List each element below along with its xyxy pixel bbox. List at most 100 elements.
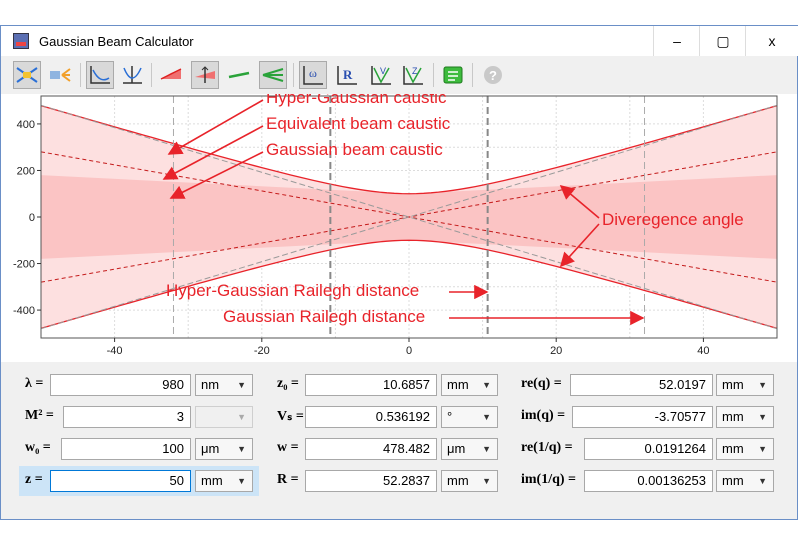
y-tick-label: 0 bbox=[29, 212, 35, 224]
z0-unit: mm bbox=[447, 377, 469, 392]
y-tick-label: -400 bbox=[13, 305, 35, 317]
m2-unit-select: ▼ bbox=[195, 406, 253, 428]
w0-label: w₀ = bbox=[25, 440, 51, 455]
z-unit-select[interactable]: mm ▼ bbox=[195, 470, 253, 492]
w-output[interactable]: 478.482 bbox=[305, 438, 437, 460]
divergence-arrow-down bbox=[559, 223, 600, 268]
axes-parabola-button[interactable] bbox=[118, 61, 146, 89]
lambda-unit-select[interactable]: nm ▼ bbox=[195, 374, 253, 396]
green-panel-icon bbox=[443, 66, 463, 84]
x-tick-label: -40 bbox=[107, 345, 123, 357]
gauss-caustic-label: Gaussian beam caustic bbox=[266, 140, 443, 159]
v-plot-button[interactable]: V bbox=[367, 61, 395, 89]
close-icon: x bbox=[768, 33, 776, 49]
red-beam-axis-button[interactable] bbox=[191, 61, 219, 89]
z-plot-button[interactable]: Z bbox=[399, 61, 427, 89]
r-plot-button[interactable]: R bbox=[333, 61, 361, 89]
minimize-icon: – bbox=[673, 33, 681, 49]
x-tick-label: 20 bbox=[550, 345, 562, 357]
red-beam-axis-icon bbox=[195, 66, 215, 83]
beam-icon bbox=[16, 67, 38, 83]
chevron-down-icon: ▼ bbox=[237, 380, 246, 390]
axes-caustic-button[interactable] bbox=[86, 61, 114, 89]
divergence-label: Diveregence angle bbox=[602, 210, 744, 229]
y-tick-label: -200 bbox=[13, 259, 35, 271]
chevron-down-icon: ▼ bbox=[758, 380, 767, 390]
reinvq-label: re(1/q) = bbox=[521, 440, 573, 455]
imq-unit-select[interactable]: mm ▼ bbox=[716, 406, 774, 428]
r-output[interactable]: 52.2837 bbox=[305, 470, 437, 492]
plot-area[interactable]: -40 -20 0 20 40 400 200 0 -200 -400 Hyper-Gaussia… bbox=[1, 88, 797, 362]
req-output[interactable]: 52.0197 bbox=[570, 374, 713, 396]
omega-plot-button[interactable]: ω bbox=[299, 61, 327, 89]
m2-input[interactable]: 3 bbox=[63, 406, 191, 428]
chevron-down-icon: ▼ bbox=[758, 476, 767, 486]
close-button[interactable]: x bbox=[745, 26, 798, 56]
green-beam-button[interactable] bbox=[259, 61, 287, 89]
z-input[interactable]: 50 bbox=[50, 470, 191, 492]
vs-unit-select[interactable]: ° ▼ bbox=[441, 406, 498, 428]
plot-annotations: Hyper-Gaussian caustic Equivalent beam c… bbox=[166, 88, 744, 326]
iminvq-output[interactable]: 0.00136253 bbox=[584, 470, 713, 492]
beam-lines bbox=[40, 104, 778, 330]
axes-caustic-icon bbox=[90, 66, 110, 84]
z0-label: z₀ = bbox=[277, 376, 299, 391]
v-plot-icon: V bbox=[371, 66, 391, 85]
w-unit-select[interactable]: μm ▼ bbox=[441, 438, 498, 460]
minimize-button[interactable]: – bbox=[653, 26, 700, 56]
req-unit-select[interactable]: mm ▼ bbox=[716, 374, 774, 396]
x-tick-label: -20 bbox=[254, 345, 270, 357]
z0-unit-select[interactable]: mm ▼ bbox=[441, 374, 498, 396]
red-beam-icon bbox=[160, 68, 182, 80]
lambda-label: λ = bbox=[25, 376, 44, 391]
help-button[interactable]: ? bbox=[479, 61, 507, 89]
equiv-caustic-label: Equivalent beam caustic bbox=[266, 114, 451, 133]
chevron-down-icon: ▼ bbox=[482, 380, 491, 390]
chevron-down-icon: ▼ bbox=[237, 444, 246, 454]
vs-output[interactable]: 0.536192 bbox=[305, 406, 437, 428]
r-plot-icon: R bbox=[337, 66, 357, 85]
svg-text:?: ? bbox=[489, 68, 497, 83]
vs-label: Vₛ = bbox=[277, 409, 304, 424]
green-line-button[interactable] bbox=[225, 61, 253, 89]
chevron-down-icon: ▼ bbox=[482, 444, 491, 454]
toolbar: ω R V Z ? bbox=[1, 56, 797, 94]
z-unit: mm bbox=[201, 473, 223, 488]
green-panel-button[interactable] bbox=[439, 61, 467, 89]
divergence-arrow-up bbox=[559, 184, 600, 219]
imq-output[interactable]: -3.70577 bbox=[572, 406, 713, 428]
beam-view-button[interactable] bbox=[13, 61, 41, 89]
chevron-down-icon: ▼ bbox=[482, 412, 491, 422]
maximize-button[interactable]: ▢ bbox=[699, 26, 746, 56]
lambda-input[interactable]: 980 bbox=[50, 374, 191, 396]
gauss-rayleigh-label: Gaussian Railegh distance bbox=[223, 307, 425, 326]
hyper-caustic-lower bbox=[40, 239, 778, 329]
maximize-icon: ▢ bbox=[716, 32, 730, 49]
light-icon bbox=[50, 68, 71, 82]
iminvq-unit-select[interactable]: mm ▼ bbox=[716, 470, 774, 492]
red-beam-button[interactable] bbox=[157, 61, 185, 89]
r-unit-select[interactable]: mm ▼ bbox=[441, 470, 498, 492]
chevron-down-icon: ▼ bbox=[758, 444, 767, 454]
light-button[interactable] bbox=[46, 61, 74, 89]
chevron-down-icon: ▼ bbox=[758, 412, 767, 422]
r-unit: mm bbox=[447, 473, 469, 488]
y-tick-label: 200 bbox=[17, 165, 35, 177]
hyper-rayleigh-label: Hyper-Gaussian Railegh distance bbox=[166, 281, 419, 300]
w-label: w = bbox=[277, 440, 299, 455]
reinvq-output[interactable]: 0.0191264 bbox=[584, 438, 713, 460]
w0-unit-select[interactable]: μm ▼ bbox=[195, 438, 253, 460]
title-bar[interactable]: Gaussian Beam Calculator – ▢ x bbox=[1, 26, 798, 56]
parameter-panel: λ = 980 nm ▼ M² = 3 ▼ w₀ = 100 μm ▼ z = 50… bbox=[1, 362, 797, 519]
hyper-caustic-upper bbox=[40, 105, 778, 195]
svg-text:ω: ω bbox=[309, 66, 317, 80]
w0-input[interactable]: 100 bbox=[61, 438, 191, 460]
x-tick-label: 0 bbox=[406, 345, 412, 357]
hyper-asymptote-b bbox=[40, 104, 778, 330]
vs-unit: ° bbox=[447, 409, 453, 424]
iminvq-label: im(1/q) = bbox=[521, 472, 577, 487]
z0-output[interactable]: 10.6857 bbox=[305, 374, 437, 396]
reinvq-unit-select[interactable]: mm ▼ bbox=[716, 438, 774, 460]
req-label: re(q) = bbox=[521, 376, 562, 391]
